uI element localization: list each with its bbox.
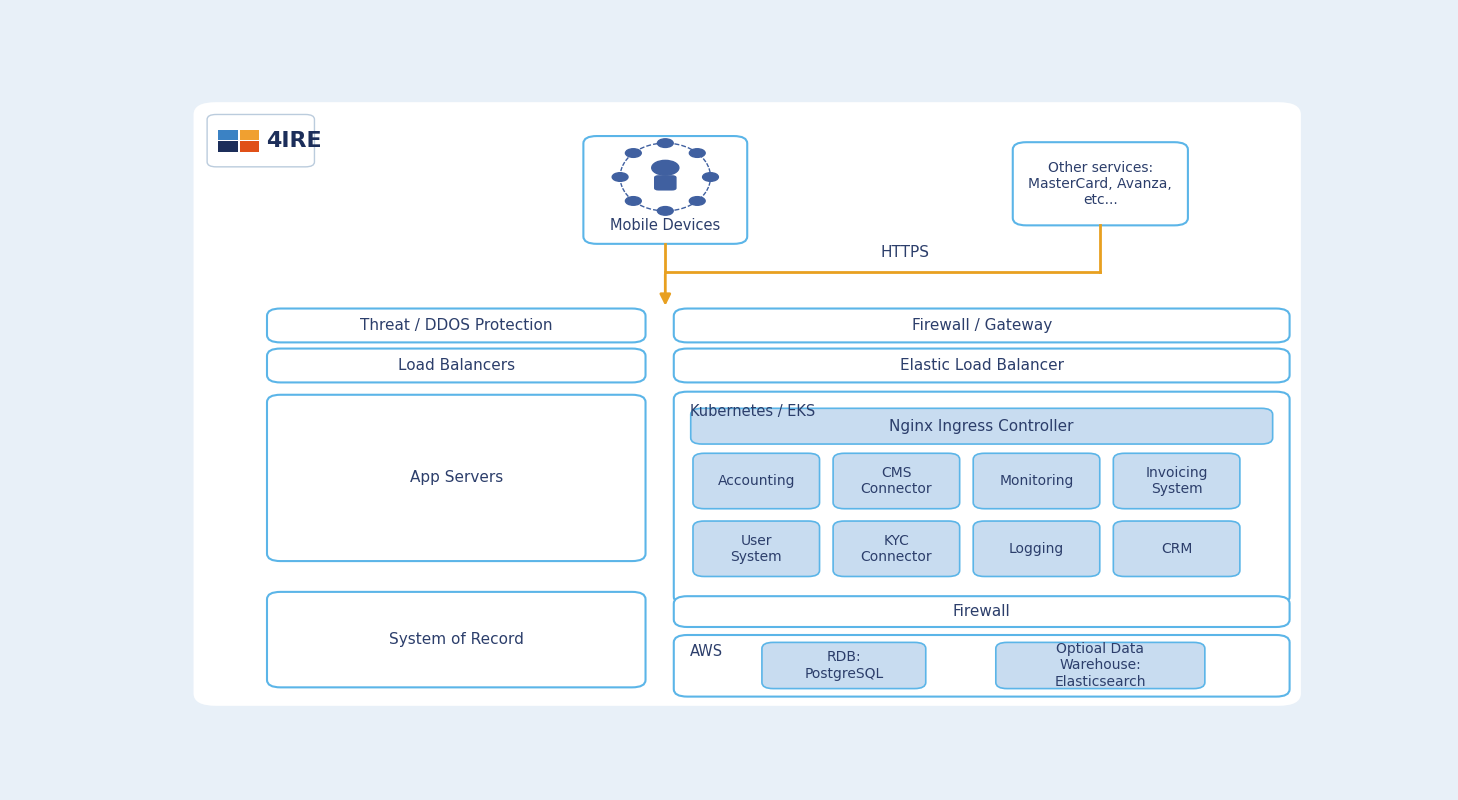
FancyBboxPatch shape (267, 309, 646, 342)
Text: Kubernetes / EKS: Kubernetes / EKS (690, 404, 815, 419)
Text: Firewall: Firewall (954, 604, 1010, 619)
Text: RDB:
PostgreSQL: RDB: PostgreSQL (805, 650, 884, 681)
FancyBboxPatch shape (1013, 142, 1188, 226)
FancyBboxPatch shape (691, 408, 1273, 444)
FancyBboxPatch shape (1114, 454, 1239, 509)
Text: Mobile Devices: Mobile Devices (611, 218, 720, 233)
FancyBboxPatch shape (219, 130, 238, 140)
FancyBboxPatch shape (194, 102, 1301, 706)
Text: CRM: CRM (1161, 542, 1193, 556)
Text: Monitoring: Monitoring (999, 474, 1073, 488)
Text: App Servers: App Servers (410, 470, 503, 486)
FancyBboxPatch shape (693, 521, 819, 577)
Text: Load Balancers: Load Balancers (398, 358, 515, 373)
FancyBboxPatch shape (674, 635, 1290, 697)
Text: Elastic Load Balancer: Elastic Load Balancer (900, 358, 1064, 373)
Text: User
System: User System (730, 534, 781, 564)
FancyBboxPatch shape (267, 349, 646, 382)
FancyBboxPatch shape (583, 136, 746, 244)
Circle shape (690, 197, 706, 206)
FancyBboxPatch shape (674, 392, 1290, 604)
Circle shape (703, 173, 719, 182)
Circle shape (658, 206, 674, 215)
FancyBboxPatch shape (1114, 521, 1239, 577)
FancyBboxPatch shape (833, 454, 959, 509)
FancyBboxPatch shape (693, 454, 819, 509)
FancyBboxPatch shape (219, 142, 238, 152)
Text: KYC
Connector: KYC Connector (860, 534, 932, 564)
Text: Other services:
MasterCard, Avanza,
etc...: Other services: MasterCard, Avanza, etc.… (1028, 161, 1172, 207)
FancyBboxPatch shape (674, 596, 1290, 627)
FancyBboxPatch shape (674, 309, 1290, 342)
FancyBboxPatch shape (974, 454, 1099, 509)
FancyBboxPatch shape (655, 175, 677, 190)
Circle shape (612, 173, 628, 182)
Text: Optioal Data
Warehouse:
Elasticsearch: Optioal Data Warehouse: Elasticsearch (1054, 642, 1146, 689)
FancyBboxPatch shape (674, 349, 1290, 382)
Circle shape (652, 160, 679, 175)
Text: Firewall / Gateway: Firewall / Gateway (911, 318, 1051, 333)
Text: Invoicing
System: Invoicing System (1146, 466, 1207, 496)
Text: Nginx Ingress Controller: Nginx Ingress Controller (889, 418, 1075, 434)
Text: Accounting: Accounting (717, 474, 795, 488)
Text: Logging: Logging (1009, 542, 1064, 556)
FancyBboxPatch shape (241, 130, 260, 140)
Text: AWS: AWS (690, 644, 723, 659)
FancyBboxPatch shape (974, 521, 1099, 577)
Circle shape (625, 197, 642, 206)
Text: HTTPS: HTTPS (881, 246, 930, 261)
Text: CMS
Connector: CMS Connector (860, 466, 932, 496)
FancyBboxPatch shape (241, 142, 260, 152)
Text: Threat / DDOS Protection: Threat / DDOS Protection (360, 318, 553, 333)
Circle shape (625, 149, 642, 158)
FancyBboxPatch shape (763, 642, 926, 689)
Circle shape (658, 139, 674, 147)
Circle shape (690, 149, 706, 158)
Text: 4IRE: 4IRE (265, 130, 322, 150)
FancyBboxPatch shape (267, 394, 646, 561)
FancyBboxPatch shape (996, 642, 1204, 689)
Text: System of Record: System of Record (389, 632, 523, 647)
FancyBboxPatch shape (207, 114, 315, 167)
FancyBboxPatch shape (833, 521, 959, 577)
FancyBboxPatch shape (267, 592, 646, 687)
